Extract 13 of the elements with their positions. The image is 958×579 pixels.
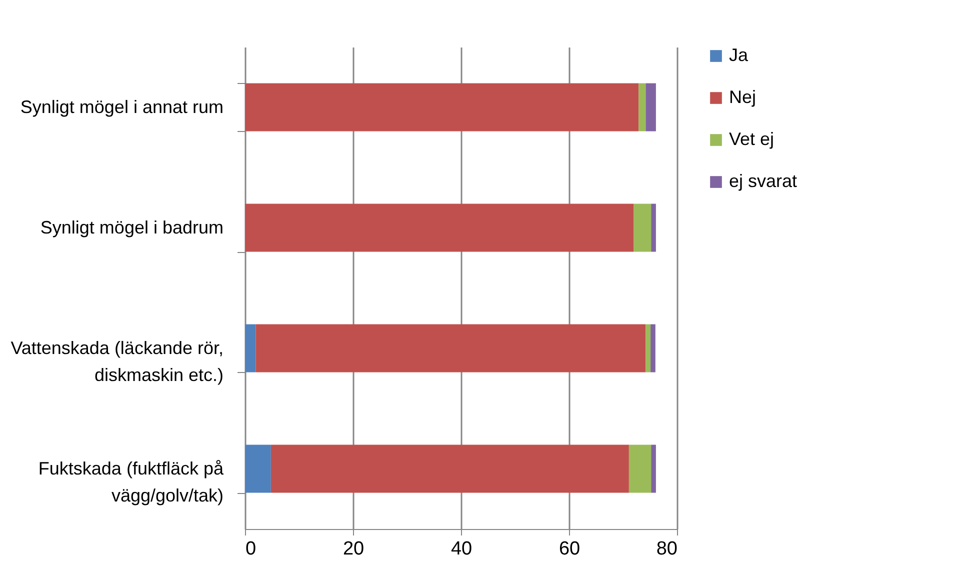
legend-label: Vet ej xyxy=(729,129,774,149)
x-tick-label: 0 xyxy=(246,538,256,560)
x-tick-label: 40 xyxy=(450,538,472,560)
x-tick-label: 80 xyxy=(656,538,678,560)
legend-label: ej svarat xyxy=(729,171,798,191)
y-tick-label: Vattenskada (läckande rör, diskmaskin etc.) xyxy=(10,338,224,385)
x-tick-label: 60 xyxy=(558,538,580,560)
x-tick-label: 20 xyxy=(342,538,364,560)
y-tick-label: Synligt mögel i badrum xyxy=(40,217,224,238)
legend-label: Nej xyxy=(729,87,756,107)
y-tick-label: Fuktskada (fuktfläck på vägg/golv/tak) xyxy=(38,458,224,506)
y-tick-label: Synligt mögel i annat rum xyxy=(20,96,224,117)
legend-label: Ja xyxy=(729,45,749,65)
